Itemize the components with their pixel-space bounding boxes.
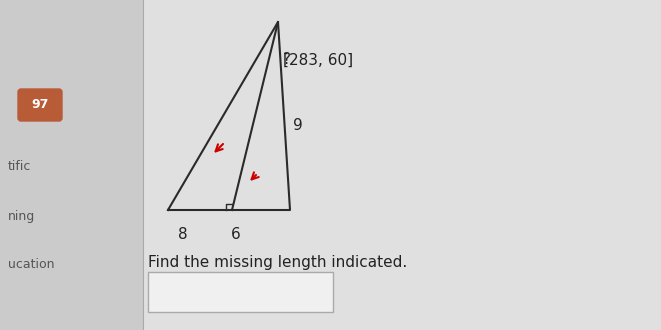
- Text: Find the missing length indicated.: Find the missing length indicated.: [148, 255, 407, 270]
- Text: ning: ning: [8, 210, 35, 223]
- Text: 97: 97: [31, 98, 49, 112]
- FancyBboxPatch shape: [18, 89, 62, 121]
- Text: ?: ?: [283, 52, 291, 68]
- Text: ucation: ucation: [8, 258, 54, 271]
- Text: [283, 60]: [283, 60]: [283, 52, 353, 68]
- Bar: [143, 0, 661, 330]
- Text: 6: 6: [231, 227, 241, 242]
- Text: 9: 9: [293, 117, 303, 133]
- Text: tific: tific: [8, 160, 31, 173]
- Text: 8: 8: [178, 227, 188, 242]
- Bar: [148, 272, 333, 312]
